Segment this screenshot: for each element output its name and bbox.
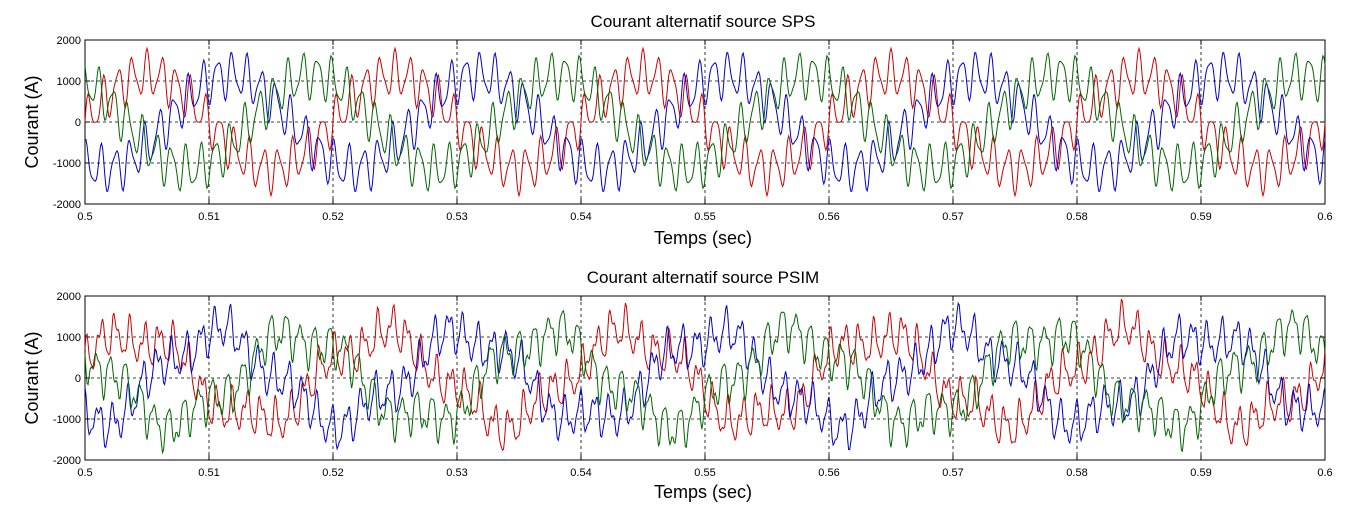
x-tick-label: 0.57 <box>942 211 963 223</box>
x-tick-label: 0.56 <box>818 467 839 479</box>
x-tick-label: 0.54 <box>570 467 591 479</box>
series-line <box>84 308 1326 455</box>
y-tick-label: 2000 <box>57 35 81 47</box>
x-tick-label: 0.55 <box>694 211 715 223</box>
y-tick-label: 2000 <box>57 291 81 303</box>
y-tick-label: 1000 <box>57 76 81 88</box>
x-tick-label: 0.52 <box>322 211 343 223</box>
y-tick-label: 1000 <box>57 332 81 344</box>
chart-panel-psim: Courant alternatif source PSIM 0.5 0.51 0.… <box>22 268 1333 502</box>
series-group <box>84 46 1326 198</box>
y-tick-label: -2000 <box>53 199 81 211</box>
x-tick-label: 0.53 <box>446 467 467 479</box>
x-tick-label: 0.51 <box>198 467 219 479</box>
x-tick-label: 0.59 <box>1190 211 1211 223</box>
chart-title: Courant alternatif source SPS <box>591 12 816 31</box>
x-tick-label: 0.51 <box>198 211 219 223</box>
x-tick-label: 0.56 <box>818 211 839 223</box>
x-tick-labels: 0.5 0.51 0.52 0.53 0.54 0.55 0.56 0.57 0.58 0.59 0… <box>77 211 1332 223</box>
x-tick-label: 0.59 <box>1190 467 1211 479</box>
y-axis-label: Courant (A) <box>22 331 42 424</box>
x-tick-label: 0.58 <box>1066 467 1087 479</box>
x-tick-labels: 0.5 0.51 0.52 0.53 0.54 0.55 0.56 0.57 0.58 0.59 0… <box>77 467 1332 479</box>
x-tick-label: 0.52 <box>322 467 343 479</box>
x-tick-label: 0.6 <box>1317 211 1332 223</box>
y-tick-label: -2000 <box>53 455 81 467</box>
series-line <box>84 51 1326 193</box>
x-tick-label: 0.53 <box>446 211 467 223</box>
x-tick-label: 0.54 <box>570 211 591 223</box>
y-tick-label: 0 <box>75 117 81 129</box>
chart-panel-sps: Courant alternatif source SPS 0.5 0.51 0.5… <box>22 12 1333 248</box>
series-line <box>84 301 1326 451</box>
x-tick-label: 0.57 <box>942 467 963 479</box>
x-axis-label: Temps (sec) <box>654 228 752 248</box>
y-tick-label: 0 <box>75 373 81 385</box>
y-tick-label: -1000 <box>53 414 81 426</box>
chart-title: Courant alternatif source PSIM <box>587 268 819 287</box>
series-line <box>84 51 1326 193</box>
y-tick-label: -1000 <box>53 158 81 170</box>
x-tick-label: 0.5 <box>77 211 92 223</box>
series-line <box>84 46 1326 198</box>
y-axis-label: Courant (A) <box>22 75 42 168</box>
y-tick-labels: -2000 -1000 0 1000 2000 <box>53 291 81 467</box>
x-axis-label: Temps (sec) <box>654 482 752 502</box>
x-tick-label: 0.5 <box>77 467 92 479</box>
x-tick-label: 0.6 <box>1317 467 1332 479</box>
x-tick-label: 0.58 <box>1066 211 1087 223</box>
y-tick-labels: -2000 -1000 0 1000 2000 <box>53 35 81 211</box>
x-tick-label: 0.55 <box>694 467 715 479</box>
series-group <box>84 298 1326 455</box>
